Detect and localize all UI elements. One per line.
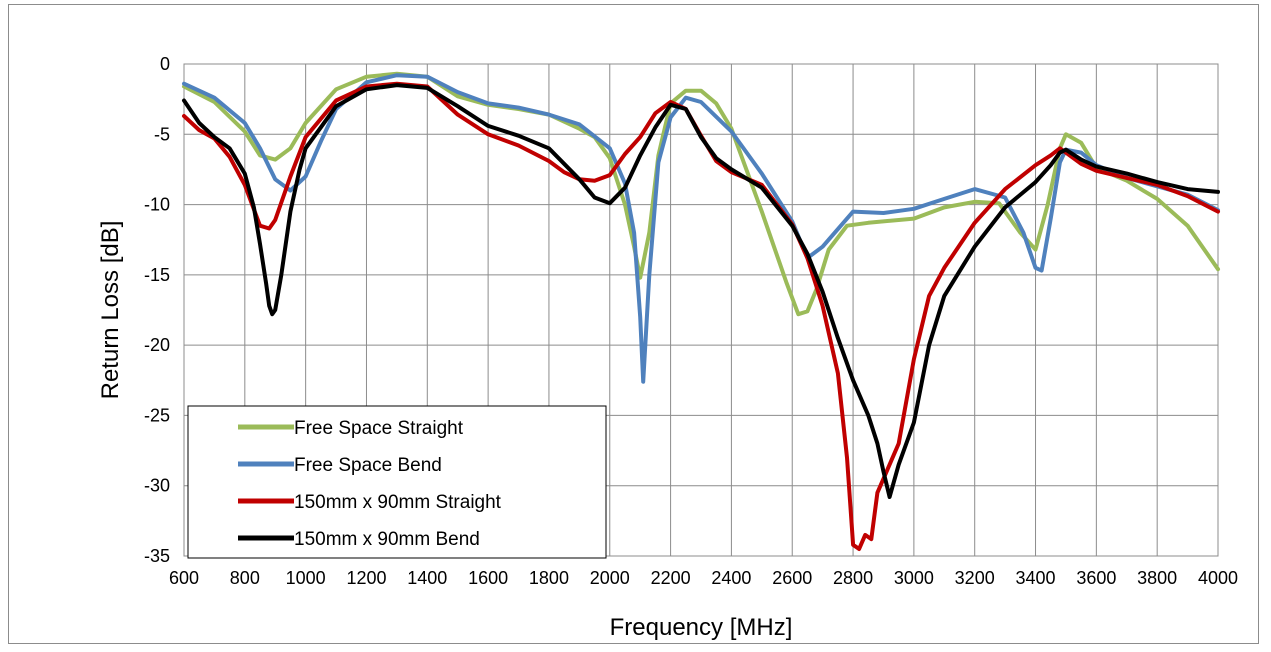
y-axis-title: Return Loss [dB]	[97, 221, 124, 400]
x-tick-label: 3800	[1137, 568, 1177, 588]
y-tick-label: -5	[154, 124, 170, 144]
x-tick-label: 2200	[651, 568, 691, 588]
series-line-1	[182, 71, 1220, 317]
y-tick-label: -20	[144, 335, 170, 355]
plot-area	[183, 63, 1219, 557]
series-line-4	[182, 83, 1220, 499]
series-lines	[182, 71, 1220, 551]
legend-label: Free Space Bend	[294, 455, 442, 476]
x-tick-label: 1800	[529, 568, 569, 588]
y-tick-label: -15	[144, 265, 170, 285]
x-tick-label: 4000	[1198, 568, 1238, 588]
x-tick-label: 800	[230, 568, 260, 588]
legend: Free Space Straight Free Space Bend 150mm …	[187, 405, 607, 559]
legend-label: 150mm x 90mm Straight	[294, 492, 502, 513]
x-tick-label: 1400	[407, 568, 447, 588]
legend-label: Free Space Straight	[294, 418, 464, 439]
x-tick-label: 3600	[1076, 568, 1116, 588]
x-tick-label: 2800	[833, 568, 873, 588]
x-tick-label: 3200	[955, 568, 995, 588]
y-tick-label: -30	[144, 476, 170, 496]
legend-box	[187, 405, 607, 559]
y-tick-label: -25	[144, 405, 170, 425]
series-line-3	[182, 81, 1220, 551]
x-tick-label: 2600	[772, 568, 812, 588]
x-tick-label: 1200	[346, 568, 386, 588]
series-line-2	[182, 73, 1220, 384]
y-tick-label: -10	[144, 195, 170, 215]
y-tick-label: -35	[144, 546, 170, 566]
x-axis-title: Frequency [MHz]	[610, 614, 793, 641]
tick-labels: 600 800 1000 1200 1400 1600 1800 2000 2200 2400 26…	[144, 54, 1238, 588]
x-tick-label: 3000	[894, 568, 934, 588]
y-tick-label: 0	[160, 54, 170, 74]
x-tick-label: 2000	[590, 568, 630, 588]
x-tick-label: 3400	[1016, 568, 1056, 588]
legend-label: 150mm x 90mm Bend	[294, 529, 480, 550]
x-tick-label: 2400	[711, 568, 751, 588]
x-tick-label: 1000	[286, 568, 326, 588]
x-tick-label: 600	[169, 568, 199, 588]
x-tick-label: 1600	[468, 568, 508, 588]
